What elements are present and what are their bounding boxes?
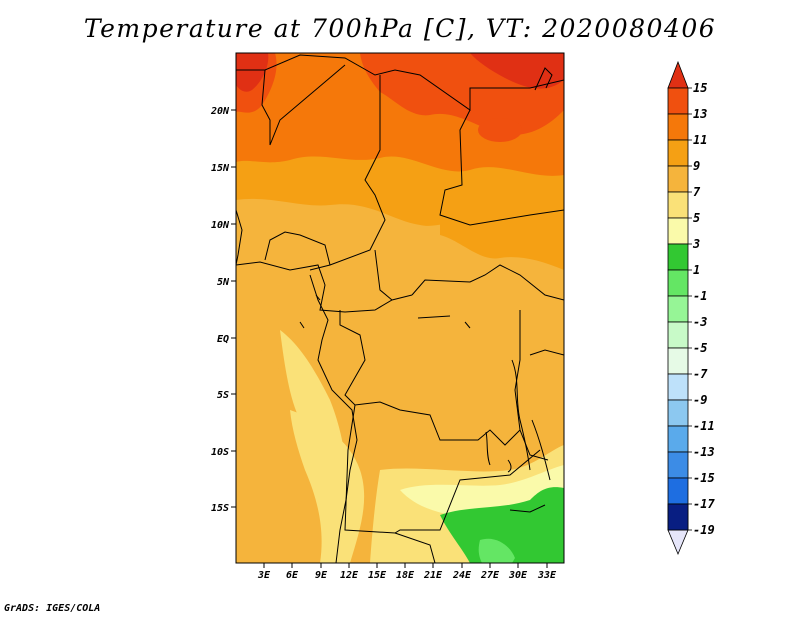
lat-label: 5S <box>217 390 229 401</box>
colorbar-box <box>667 243 689 271</box>
colorbar-box <box>667 503 689 531</box>
chart-title: Temperature at 700hPa [C], VT: 202008040… <box>83 14 717 43</box>
band-9to11-east <box>440 200 564 270</box>
band-15plus-nw <box>236 53 269 92</box>
lon-label: 3E <box>257 570 271 581</box>
grads-credit: GrADS: IGES/COLA <box>4 603 101 614</box>
lon-label: 15E <box>368 570 387 581</box>
colorbar-label: 13 <box>693 107 707 121</box>
lat-axis <box>231 109 236 508</box>
colorbar-label: 5 <box>693 211 700 225</box>
colorbar-label: -11 <box>693 419 715 433</box>
colorbar-box <box>667 113 689 141</box>
lat-label: 20N <box>210 106 230 117</box>
lat-label: 5N <box>217 277 230 288</box>
colorbar-box <box>667 399 689 427</box>
lon-label: 9E <box>315 570 328 581</box>
colorbar-label: 7 <box>693 185 701 199</box>
lon-label: 27E <box>480 570 500 581</box>
lat-label: 10N <box>211 220 230 231</box>
colorbar-label: 1 <box>693 263 700 277</box>
band-15plus-ne <box>470 53 564 89</box>
lon-label: 12E <box>340 570 359 581</box>
colorbar-label: 3 <box>692 237 700 251</box>
colorbar-box <box>667 191 689 219</box>
colorbar-box <box>667 347 689 375</box>
colorbar-label: 15 <box>693 81 707 95</box>
lon-label: 6E <box>286 570 299 581</box>
colorbar-label: 9 <box>693 159 700 173</box>
colorbar-label: -9 <box>693 393 707 407</box>
colorbar-box <box>667 139 689 167</box>
band-minus1to1 <box>478 538 515 563</box>
colorbar-label: -5 <box>693 341 707 355</box>
map-frame <box>235 52 565 564</box>
warm-spot-east <box>478 118 522 142</box>
colorbar-box <box>667 269 689 297</box>
lon-label: 30E <box>508 570 528 581</box>
colorbar-label: -13 <box>693 445 715 459</box>
colorbar <box>667 60 692 556</box>
colorbar-label: -17 <box>693 497 715 511</box>
colorbar-bottom-arrow <box>667 529 689 556</box>
colorbar-label: -1 <box>693 289 707 303</box>
colorbar-label: -7 <box>693 367 708 381</box>
lat-label: 15N <box>211 163 230 174</box>
country-borders <box>236 54 564 563</box>
colorbar-label: -19 <box>693 523 715 537</box>
lat-label: EQ <box>217 334 229 345</box>
lon-label: 21E <box>423 570 443 581</box>
colorbar-box <box>667 217 689 245</box>
coastlines <box>236 67 553 563</box>
lat-label: 10S <box>211 447 229 458</box>
colorbar-box <box>667 373 689 401</box>
lon-label: 33E <box>537 570 557 581</box>
colorbar-box <box>667 165 689 193</box>
colorbar-box <box>667 477 689 505</box>
map-plot <box>236 53 564 563</box>
colorbar-top-arrow <box>667 60 689 89</box>
lon-axis <box>263 563 548 568</box>
colorbar-label: -15 <box>693 471 715 485</box>
lon-label: 18E <box>396 570 415 581</box>
lon-label: 24E <box>452 570 472 581</box>
colorbar-label: 11 <box>693 133 707 147</box>
lat-label: 15S <box>211 503 229 514</box>
colorbar-box <box>667 425 689 453</box>
band-1to3 <box>440 487 564 563</box>
colorbar-box <box>667 87 689 115</box>
colorbar-label: -3 <box>693 315 707 329</box>
colorbar-box <box>667 295 689 323</box>
colorbar-box <box>667 451 689 479</box>
colorbar-box <box>667 321 689 349</box>
